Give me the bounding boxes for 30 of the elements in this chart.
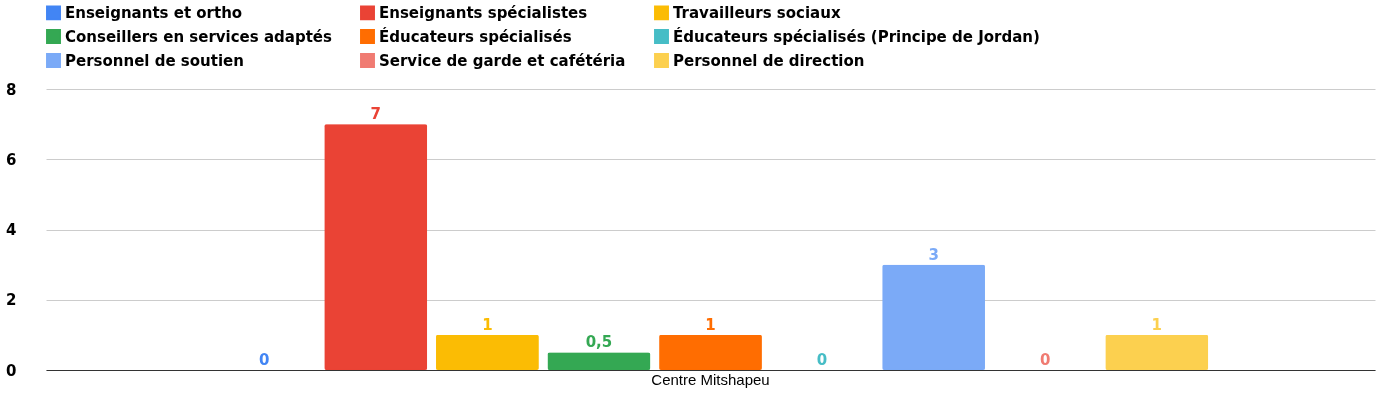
data-label: 1: [1151, 315, 1163, 334]
legend-label: Conseillers en services adaptés: [65, 27, 333, 46]
data-label: 1: [705, 315, 716, 334]
y-tick-label: 0: [6, 361, 17, 380]
data-label: 0: [816, 351, 828, 369]
data-label: 3: [928, 245, 939, 264]
data-label: 1: [482, 315, 493, 334]
bar: [324, 124, 428, 370]
legend-label: Service de garde et cafétéria: [379, 51, 626, 70]
y-tick-label: 2: [6, 291, 17, 310]
bar: [882, 264, 985, 370]
bar: [659, 334, 762, 370]
legend-label: Enseignants et ortho: [65, 3, 243, 22]
y-tick-label: 4: [6, 221, 17, 239]
bar: [547, 352, 651, 370]
y-tick-label: 6: [6, 150, 17, 169]
data-label: 0: [1040, 351, 1051, 369]
legend-label: Éducateurs spécialisés (Principe de Jordan): [673, 26, 1040, 46]
legend-label: Personnel de soutien: [65, 51, 244, 70]
data-label: 7: [370, 105, 381, 124]
legend-label: Personnel de direction: [673, 51, 865, 70]
legend-label: Enseignants spécialistes: [379, 3, 588, 22]
legend-label: Travailleurs sociaux: [673, 3, 841, 22]
data-label: 0: [258, 351, 270, 369]
y-tick-label: 8: [6, 80, 17, 99]
x-tick-label: Centre Mitshapeu: [651, 370, 770, 388]
data-label: 0,5: [585, 333, 613, 352]
legend-label: Éducateurs spécialisés: [379, 26, 572, 46]
bar: [436, 334, 539, 370]
bar: [1105, 334, 1209, 370]
